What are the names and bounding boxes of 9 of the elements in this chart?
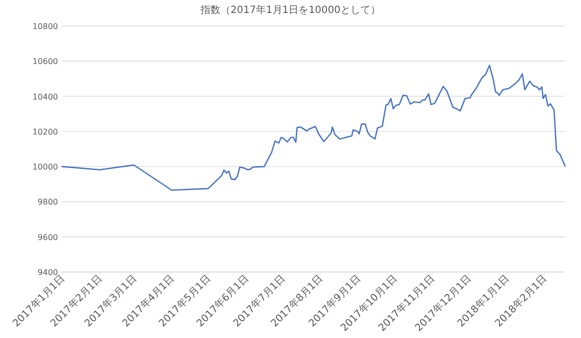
y-tick-label: 10200 xyxy=(32,127,58,136)
y-tick-label: 10000 xyxy=(32,162,58,172)
y-tick-label: 10400 xyxy=(32,92,58,102)
title: 指数（2017年1月1日を10000として） xyxy=(200,5,380,16)
y-tick-label: 9800 xyxy=(38,198,58,207)
y-tick-label: 9600 xyxy=(38,232,58,242)
y-tick-label: 9400 xyxy=(38,268,58,277)
y-tick-label: 10800 xyxy=(32,22,58,31)
y-tick-label: 10600 xyxy=(32,57,58,66)
